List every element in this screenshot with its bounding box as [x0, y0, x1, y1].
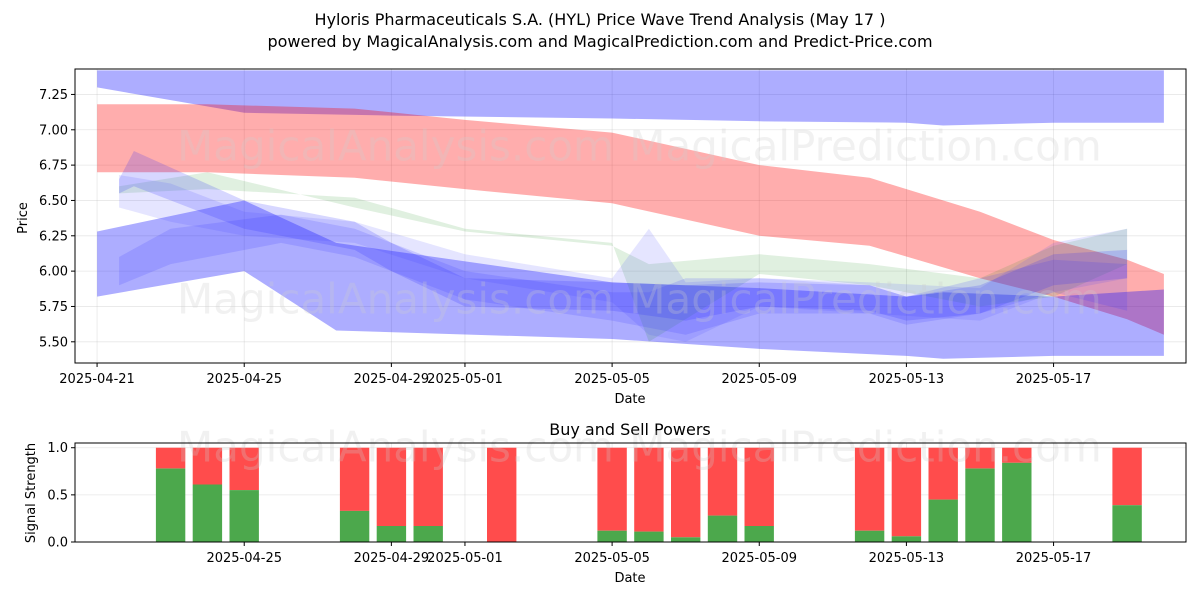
buy-power-bar — [707, 515, 738, 542]
buy-power-bar — [854, 530, 885, 542]
buy-power-bar — [597, 530, 627, 542]
buy-power-bar — [1112, 505, 1142, 542]
buy-power-bar — [229, 490, 259, 542]
y-tick-label: 5.50 — [39, 335, 68, 350]
price-wave-chart: Buy and Sell Powers — [549, 420, 711, 439]
buy-power-bar — [413, 526, 443, 542]
wave-band-6 — [119, 151, 1128, 321]
x-tick-label: 2025-05-13 — [869, 372, 945, 387]
x-tick-label: 2025-05-05 — [574, 372, 650, 387]
sell-power-bar — [634, 447, 664, 532]
y-tick-label: 0.0 — [47, 536, 68, 551]
price-bands — [97, 70, 1164, 359]
bottom-x-axis-label: Date — [614, 571, 645, 586]
axes-frame — [74, 442, 1187, 543]
sell-power-bar — [707, 447, 738, 516]
figure-subtitle: powered by MagicalAnalysis.com and Magic… — [267, 32, 932, 51]
x-tick-label: 2025-05-05 — [574, 551, 650, 566]
x-tick-label: 2025-05-09 — [721, 551, 797, 566]
sell-power-bar — [376, 447, 407, 526]
top-y-axis-label: Price — [16, 202, 31, 234]
y-tick-label: 5.75 — [39, 300, 68, 315]
watermark: MagicalPrediction.com — [629, 122, 1102, 171]
buy-power-bar — [376, 526, 407, 542]
x-tick-label: 2025-04-25 — [206, 551, 282, 566]
x-tick-label: 2025-05-09 — [721, 372, 797, 387]
bottom-y-axis-label: Signal Strength — [24, 443, 39, 543]
x-tick-label: 2025-05-01 — [427, 372, 503, 387]
buy-power-bar — [965, 468, 995, 542]
sell-power-bar — [1112, 447, 1142, 506]
buy-power-bar — [192, 484, 223, 542]
sell-power-bar — [671, 447, 701, 538]
wave-band-1 — [97, 104, 1164, 335]
buy-power-bar — [339, 510, 370, 542]
top-plot-area: MagicalAnalysis.com MagicalPrediction.com… — [39, 68, 1187, 387]
y-tick-label: 1.0 — [47, 441, 68, 456]
buy-power-bar — [891, 536, 922, 542]
watermark: MagicalPrediction.com — [629, 423, 1102, 472]
watermark: MagicalAnalysis.com — [177, 122, 614, 171]
sell-power-bar — [891, 447, 922, 537]
buy-power-bar — [744, 526, 774, 542]
x-tick-label: 2025-04-29 — [354, 372, 430, 387]
buy-power-bar — [634, 531, 664, 542]
sell-power-bar — [413, 447, 443, 526]
x-tick-label: 2025-05-17 — [1016, 372, 1092, 387]
watermark: MagicalAnalysis.com — [177, 423, 614, 472]
sell-power-bar — [155, 447, 186, 469]
y-tick-label: 0.5 — [47, 488, 68, 503]
wave-band-0 — [97, 70, 1164, 126]
buy-power-bar — [928, 499, 958, 542]
sell-power-bar — [744, 447, 774, 526]
top-x-axis-label: Date — [614, 392, 645, 407]
figure-title: Hyloris Pharmaceuticals S.A. (HYL) Price… — [315, 10, 886, 29]
buy-power-bar — [155, 468, 186, 542]
wave-band-4 — [119, 175, 1128, 342]
y-tick-label: 7.00 — [39, 123, 68, 138]
sell-power-bar — [192, 447, 223, 485]
axes-frame — [74, 68, 1187, 364]
sell-power-bar — [597, 447, 627, 531]
sell-power-bar — [1002, 447, 1032, 463]
y-tick-label: 6.50 — [39, 194, 68, 209]
x-tick-label: 2025-04-25 — [206, 372, 282, 387]
buy-power-bar — [1002, 462, 1032, 542]
x-tick-label: 2025-05-17 — [1016, 551, 1092, 566]
sell-power-bar — [854, 447, 885, 531]
wave-band-2 — [97, 200, 1164, 359]
x-tick-label: 2025-05-01 — [427, 551, 503, 566]
buy-power-bar — [671, 537, 701, 542]
bottom-plot-area: MagicalAnalysis.com MagicalPrediction.com… — [47, 423, 1187, 566]
watermark: MagicalPrediction.com — [629, 274, 1102, 323]
bottom-chart-title: Buy and Sell Powers — [549, 420, 711, 439]
y-tick-label: 6.75 — [39, 159, 68, 174]
x-tick-label: 2025-04-21 — [59, 372, 135, 387]
signal-bars — [155, 447, 1142, 542]
wave-band-3 — [119, 172, 1128, 342]
y-tick-label: 6.00 — [39, 265, 68, 280]
sell-power-bar — [965, 447, 995, 469]
sell-power-bar — [487, 447, 517, 542]
x-tick-label: 2025-05-13 — [869, 551, 945, 566]
sell-power-bar — [928, 447, 958, 500]
watermark: MagicalAnalysis.com — [177, 274, 614, 323]
y-tick-label: 7.25 — [39, 88, 68, 103]
x-tick-label: 2025-04-29 — [354, 551, 430, 566]
sell-power-bar — [229, 447, 259, 491]
wave-band-5 — [119, 214, 1128, 335]
sell-power-bar — [339, 447, 370, 511]
y-tick-label: 6.25 — [39, 229, 68, 244]
